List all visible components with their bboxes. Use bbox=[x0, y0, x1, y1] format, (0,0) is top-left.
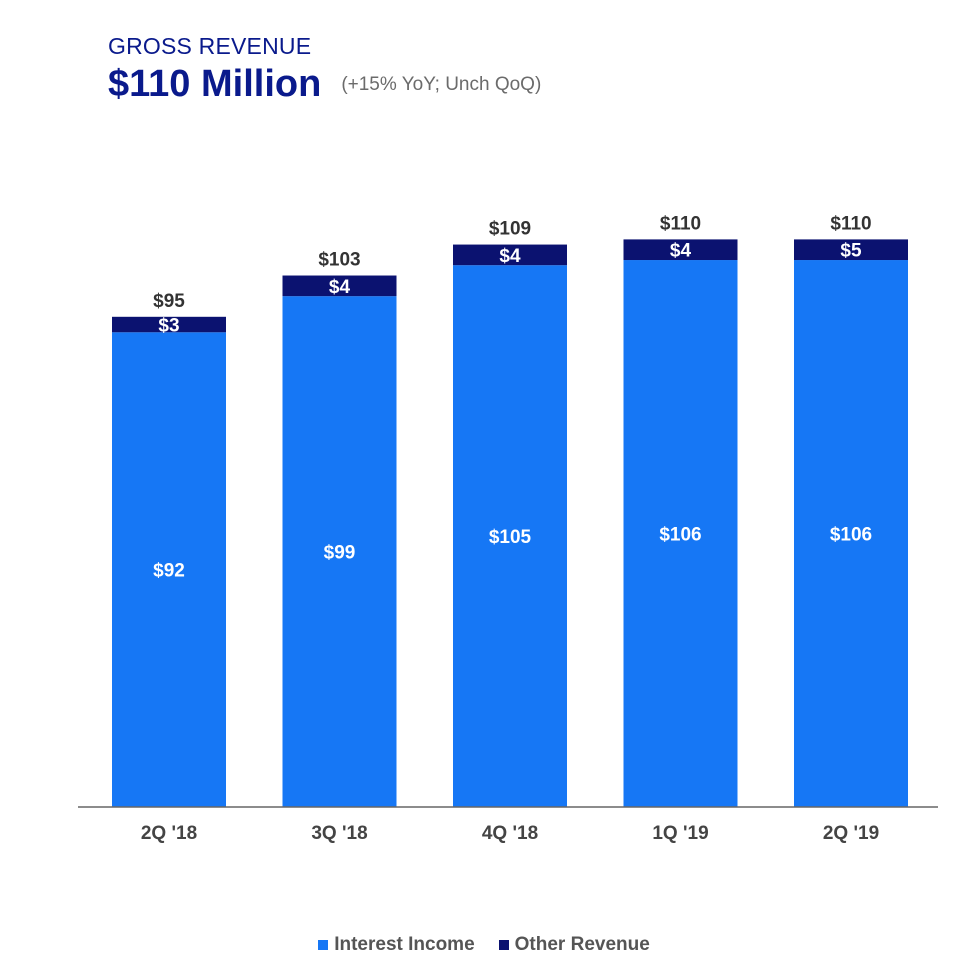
x-tick-label: 4Q '18 bbox=[482, 823, 538, 844]
data-label-interest-income: $106 bbox=[830, 525, 872, 546]
bar-other-revenue bbox=[794, 239, 908, 261]
bar-other-revenue bbox=[282, 275, 397, 297]
x-tick-label: 2Q '19 bbox=[823, 823, 879, 844]
change-note: (+15% YoY; Unch QoQ) bbox=[341, 74, 542, 95]
bar-other-revenue bbox=[623, 239, 738, 261]
data-label-other-revenue: $4 bbox=[670, 241, 692, 262]
total-label: $110 bbox=[830, 213, 871, 234]
total-label: $103 bbox=[318, 250, 360, 271]
x-tick-label: 2Q '18 bbox=[141, 823, 197, 844]
bar-interest-income bbox=[623, 260, 738, 807]
headline-value: $110 Million bbox=[108, 63, 322, 105]
bar-interest-income bbox=[453, 265, 567, 807]
data-label-interest-income: $92 bbox=[153, 561, 185, 582]
total-label: $95 bbox=[153, 291, 185, 312]
data-label-other-revenue: $4 bbox=[329, 277, 351, 298]
chart-kicker: GROSS REVENUE bbox=[108, 33, 312, 59]
data-label-interest-income: $106 bbox=[659, 525, 701, 546]
chart-legend: Interest Income Other Revenue bbox=[0, 934, 968, 956]
total-label: $110 bbox=[660, 213, 701, 234]
legend-label-other-revenue: Other Revenue bbox=[514, 934, 650, 955]
bar-interest-income bbox=[794, 260, 908, 807]
legend-item-interest-income: Interest Income bbox=[318, 934, 475, 956]
bar-other-revenue bbox=[112, 316, 226, 333]
data-label-other-revenue: $5 bbox=[840, 241, 862, 262]
data-label-other-revenue: $3 bbox=[158, 316, 179, 337]
chart-header: GROSS REVENUE $110 Million (+15% YoY; Un… bbox=[108, 32, 541, 106]
legend-swatch-interest-income bbox=[318, 940, 329, 950]
bar-interest-income bbox=[282, 296, 397, 807]
data-label-interest-income: $99 bbox=[324, 543, 356, 564]
headline-row: $110 Million (+15% YoY; Unch QoQ) bbox=[108, 62, 541, 106]
data-label-other-revenue: $4 bbox=[499, 246, 521, 267]
bar-interest-income bbox=[112, 332, 226, 807]
legend-item-other-revenue: Other Revenue bbox=[498, 934, 650, 956]
legend-label-interest-income: Interest Income bbox=[334, 934, 475, 955]
stacked-bar-chart: $92 $3 $95 2Q '18 $99 $4 $103 3Q '18 $105 $4 $109 4… bbox=[78, 213, 938, 844]
x-tick-label: 1Q '19 bbox=[652, 823, 708, 844]
bar-other-revenue bbox=[453, 244, 567, 266]
legend-swatch-other-revenue bbox=[498, 940, 509, 950]
data-label-interest-income: $105 bbox=[489, 527, 532, 548]
total-label: $109 bbox=[489, 219, 531, 240]
x-tick-label: 3Q '18 bbox=[311, 823, 367, 844]
